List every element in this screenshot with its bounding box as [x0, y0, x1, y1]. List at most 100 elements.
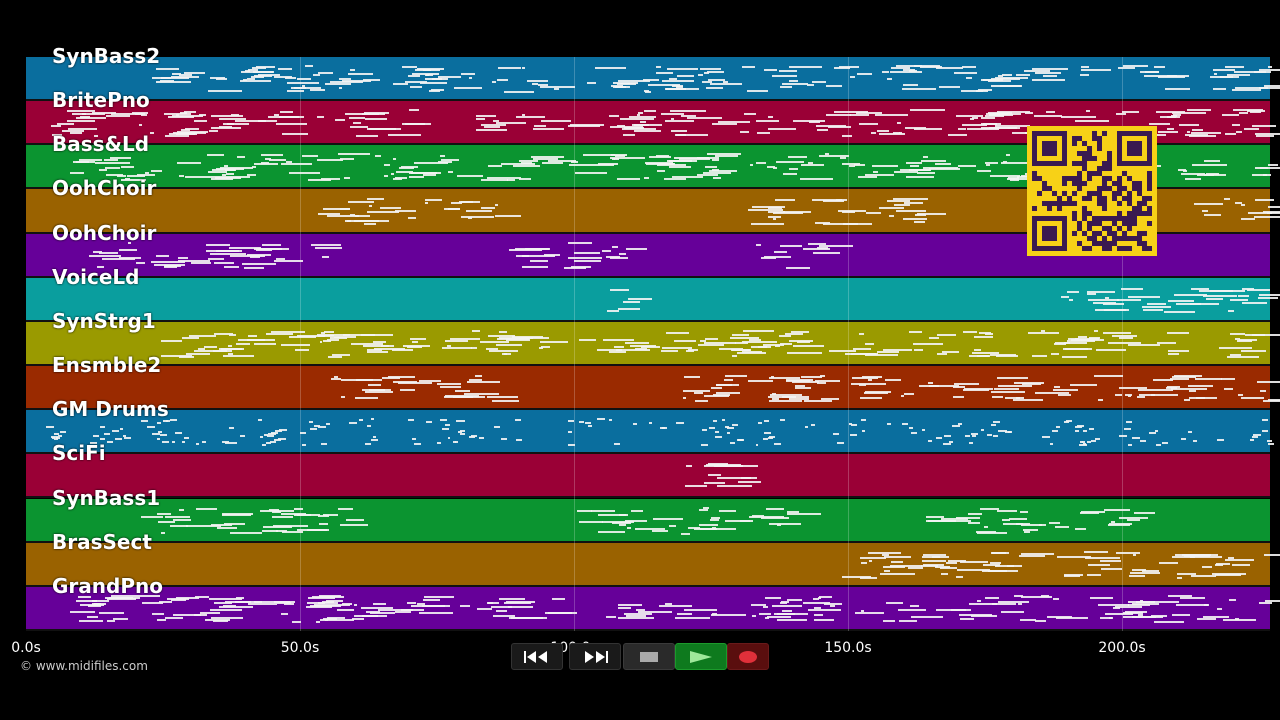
note: [199, 612, 221, 615]
play-button[interactable]: [675, 643, 727, 670]
note: [157, 513, 172, 516]
note: [768, 522, 802, 525]
note: [1253, 433, 1261, 436]
note: [534, 124, 546, 127]
note: [223, 165, 229, 168]
note: [156, 619, 167, 622]
note: [708, 474, 722, 476]
note: [542, 161, 564, 164]
track-lane[interactable]: [26, 454, 1270, 499]
note: [712, 168, 720, 171]
fast-forward-button[interactable]: [569, 643, 621, 670]
note: [819, 244, 854, 247]
track-lane[interactable]: [26, 542, 1270, 587]
note: [579, 421, 584, 424]
note: [250, 76, 264, 79]
note: [1171, 111, 1207, 114]
note: [541, 345, 550, 348]
note: [1138, 388, 1173, 391]
note: [142, 602, 164, 605]
note: [822, 222, 858, 225]
note: [172, 441, 175, 444]
note: [676, 133, 686, 136]
note: [683, 390, 710, 393]
note: [945, 562, 958, 565]
stop-button[interactable]: [623, 643, 675, 670]
track-lane[interactable]: [26, 57, 1270, 102]
track-lane[interactable]: [26, 498, 1270, 543]
note: [286, 82, 319, 85]
note: [317, 425, 327, 428]
note: [666, 88, 687, 91]
note: [364, 223, 377, 226]
note: [763, 432, 772, 435]
record-button[interactable]: [727, 643, 769, 670]
note: [669, 77, 678, 80]
note: [860, 557, 887, 560]
note: [780, 418, 785, 421]
note: [323, 617, 337, 620]
note: [947, 134, 967, 137]
note: [793, 120, 825, 123]
note: [626, 615, 647, 618]
note: [649, 155, 672, 158]
note: [1190, 287, 1209, 290]
note: [1128, 344, 1160, 347]
note: [469, 76, 473, 79]
note: [972, 435, 976, 438]
note: [981, 116, 996, 119]
note: [265, 158, 272, 161]
track-lane[interactable]: [26, 366, 1270, 411]
track-lane[interactable]: [26, 410, 1270, 455]
note: [983, 525, 988, 528]
note: [922, 559, 947, 562]
note: [868, 559, 872, 562]
note: [503, 352, 512, 355]
note: [515, 247, 550, 250]
note: [769, 436, 776, 439]
note: [813, 606, 821, 609]
note: [755, 444, 759, 447]
note: [271, 431, 278, 434]
note: [977, 355, 990, 358]
note: [278, 67, 292, 70]
note: [365, 611, 381, 614]
note: [1053, 385, 1061, 388]
note: [1240, 397, 1265, 400]
note: [942, 351, 959, 354]
note: [330, 81, 364, 84]
note: [638, 112, 644, 115]
note: [1186, 130, 1191, 133]
note: [331, 354, 351, 357]
note: [499, 331, 507, 334]
note: [361, 606, 393, 609]
note: [1120, 287, 1143, 290]
note: [1167, 332, 1190, 335]
note: [507, 179, 516, 182]
note: [450, 337, 481, 340]
track-label: SynBass2: [52, 44, 161, 68]
note: [155, 255, 170, 258]
note: [228, 353, 234, 356]
rewind-button[interactable]: [511, 643, 563, 670]
note: [145, 172, 150, 175]
note: [1127, 604, 1151, 607]
note: [75, 161, 95, 164]
note: [501, 163, 536, 166]
note: [1250, 439, 1255, 442]
note: [99, 612, 124, 615]
note: [675, 134, 708, 137]
note: [601, 250, 611, 253]
note: [816, 382, 827, 385]
note: [326, 214, 359, 217]
note: [1240, 203, 1245, 206]
note: [521, 255, 555, 258]
note: [763, 343, 784, 346]
note: [1132, 569, 1147, 572]
fast-forward-icon: [585, 650, 608, 663]
note: [1102, 332, 1131, 335]
note: [318, 71, 333, 74]
note: [624, 612, 653, 615]
note: [488, 335, 515, 338]
note: [1139, 393, 1156, 396]
